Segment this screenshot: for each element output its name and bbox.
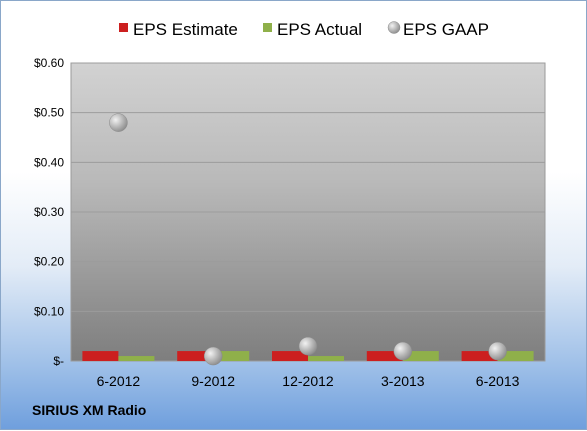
legend-label: EPS GAAP [403,20,489,39]
y-axis-ticks: $- $0.10 $0.20 $0.30 $0.40 $0.50 $0.60 [34,56,64,368]
marker-eps-gaap [298,336,318,356]
bar-eps-actual [497,351,534,361]
y-tick-label: $0.40 [34,155,64,169]
bar-eps-actual [308,356,344,361]
bar-eps-estimate [366,351,403,361]
bars [82,351,534,361]
bar-eps-estimate [177,351,214,361]
legend-label: EPS Estimate [133,20,238,39]
x-category-label: 9-2012 [191,373,235,389]
y-tick-label: $0.50 [34,106,64,120]
bar-eps-actual [402,351,439,361]
gaap-markers [109,113,507,366]
gridlines [71,62,545,312]
bar-eps-estimate [272,351,308,361]
bar-eps-estimate [82,351,119,361]
bar-eps-actual [213,351,250,361]
bar-eps-actual [118,356,155,361]
legend-label: EPS Actual [277,20,362,39]
legend-swatch [387,21,401,34]
x-axis-categories: 6-2012 9-2012 12-2012 3-2013 6-2013 [97,373,520,389]
y-tick-label: $- [53,354,64,368]
marker-eps-gaap [203,346,223,366]
x-category-label: 12-2012 [282,373,334,389]
y-tick-label: $0.60 [34,56,64,70]
legend: EPS Estimate EPS Actual EPS GAAP [119,20,489,39]
y-tick-label: $0.30 [34,205,64,219]
legend-swatch [263,23,272,32]
y-tick-label: $0.20 [34,255,64,269]
marker-eps-gaap [109,113,128,132]
x-category-label: 3-2013 [381,373,425,389]
y-tick-label: $0.10 [34,304,64,318]
legend-swatch [119,23,128,32]
company-name-label: SIRIUS XM Radio [32,402,147,418]
x-category-label: 6-2012 [97,373,141,389]
marker-eps-gaap [393,341,413,361]
bar-eps-estimate [461,351,498,361]
x-category-label: 6-2013 [476,373,520,389]
marker-eps-gaap [488,341,507,361]
